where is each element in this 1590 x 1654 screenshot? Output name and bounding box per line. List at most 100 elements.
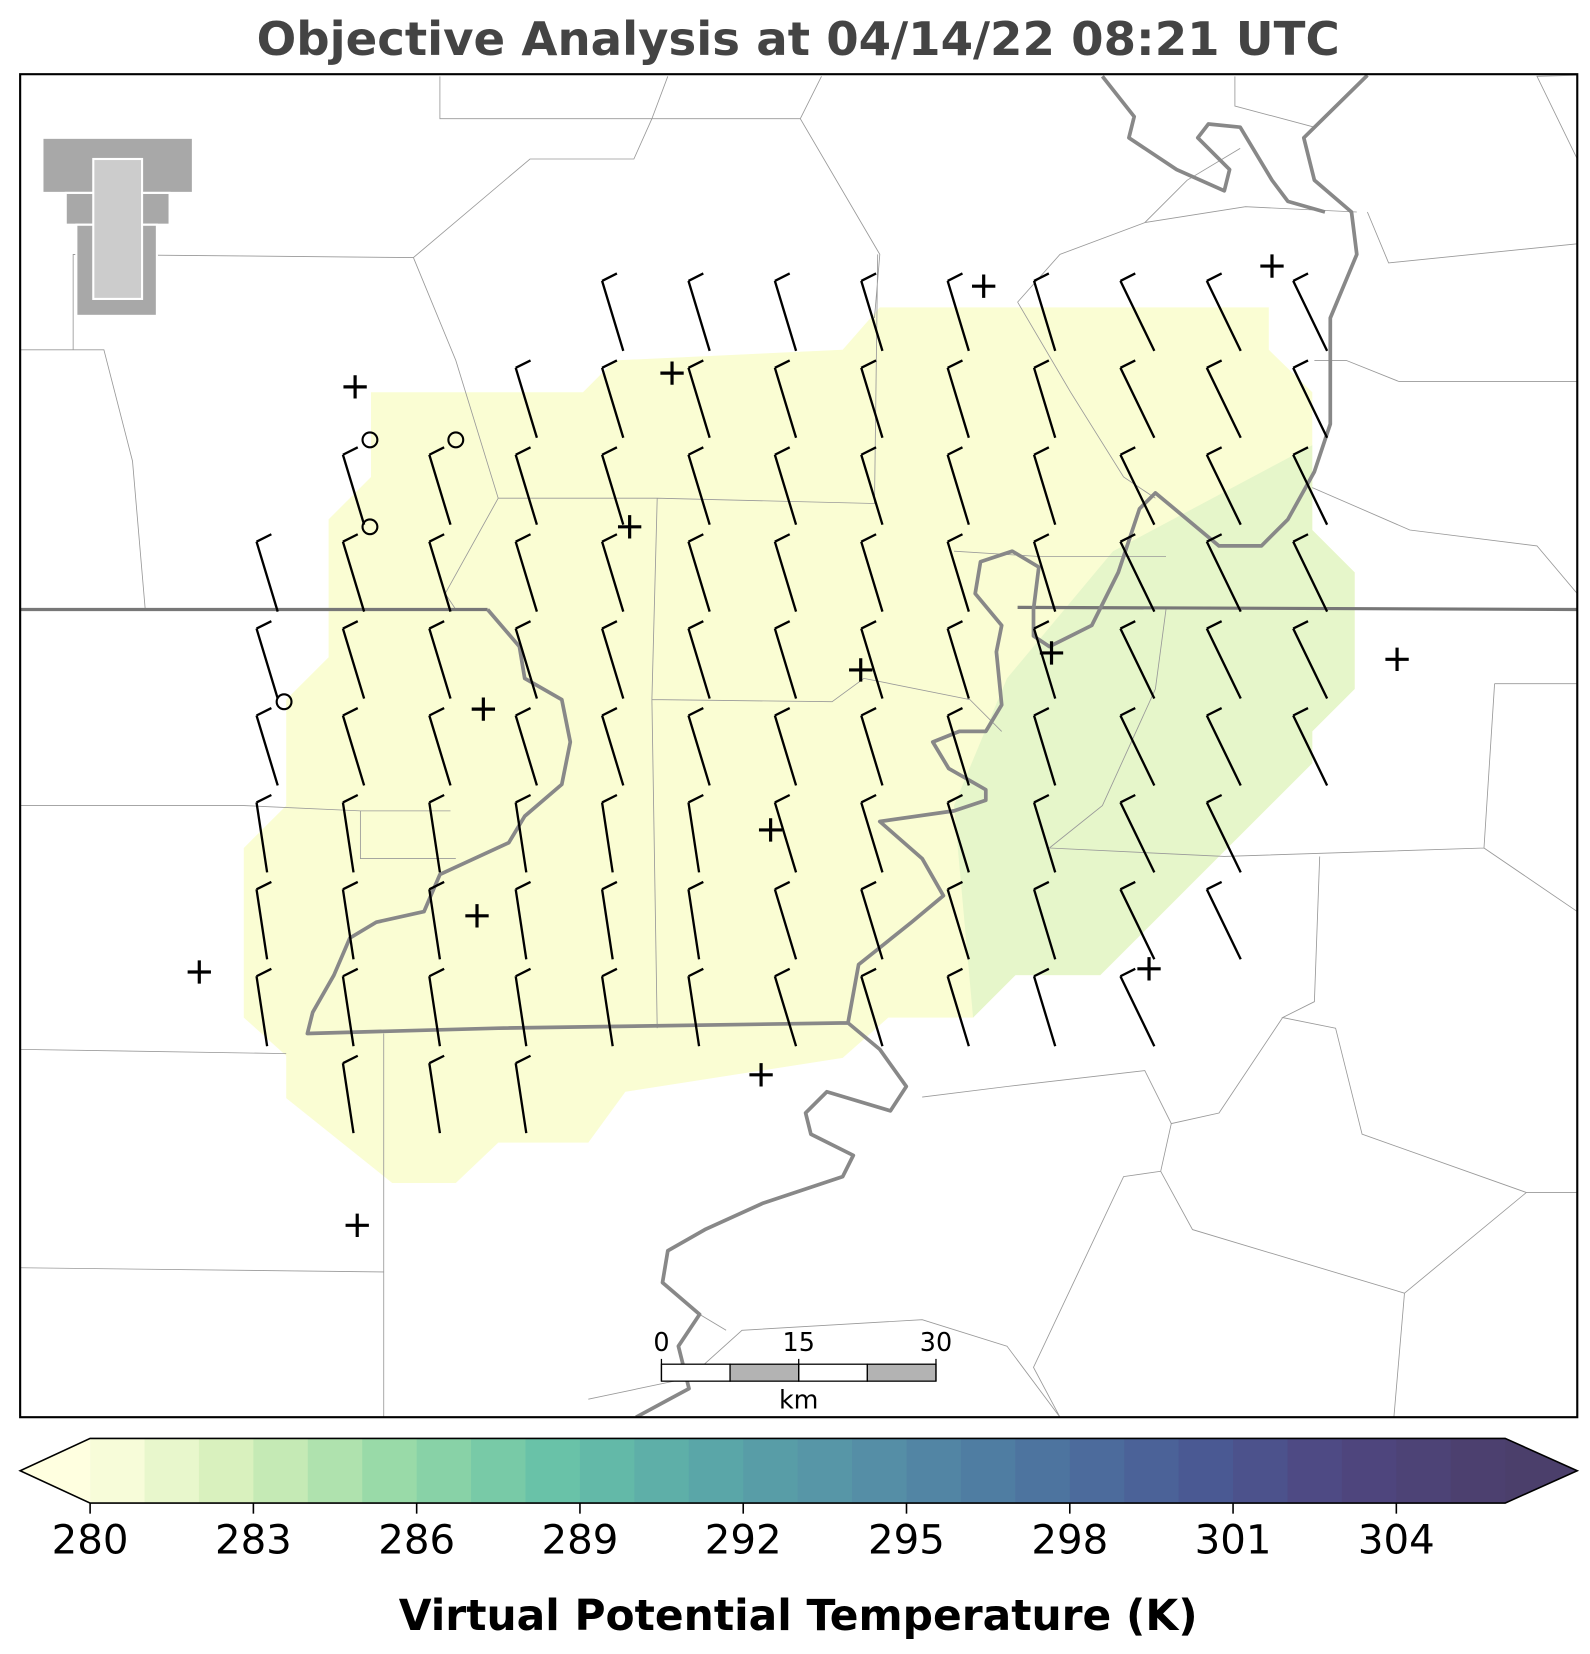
- station: [1260, 254, 1284, 278]
- wind-barb: [860, 272, 884, 352]
- colorbar-level: [90, 1438, 146, 1504]
- colorbar-level: [1450, 1438, 1506, 1504]
- wind-barb: [428, 880, 445, 960]
- wind-barb: [341, 533, 366, 612]
- wind-barb: [946, 620, 970, 699]
- wind-barb: [1205, 793, 1242, 873]
- station-missing: [447, 431, 465, 449]
- wind-barb: [428, 620, 452, 699]
- wind-barb: [1292, 533, 1329, 613]
- wind-barb: [341, 1054, 359, 1134]
- station: [471, 697, 496, 721]
- wind-barb: [687, 533, 711, 612]
- wind-barb: [341, 620, 366, 699]
- wind-barb: [1032, 533, 1057, 612]
- colorbar-level: [1287, 1438, 1343, 1504]
- station: [343, 375, 367, 399]
- wind-barb: [255, 533, 279, 612]
- wind-barb: [860, 793, 884, 873]
- wind-barb: [514, 446, 539, 526]
- wind-barb: [600, 967, 618, 1047]
- wind-barb: [773, 620, 798, 699]
- wind-barb: [514, 620, 539, 699]
- map-frame: [19, 73, 1579, 1419]
- colorbar-level: [416, 1438, 472, 1504]
- counties: [20, 74, 1578, 1418]
- title: Objective Analysis at 04/14/22 08:21 UTC: [257, 12, 1340, 66]
- colorbar-level: [906, 1438, 962, 1504]
- wind-barb: [687, 967, 704, 1047]
- wind-barb: [514, 967, 532, 1047]
- wind-barb: [255, 620, 279, 699]
- wind-barb: [1119, 359, 1156, 439]
- wind-barbs: [255, 272, 1329, 1134]
- wind-barb: [341, 707, 366, 786]
- colorbar-tick-label: 301: [1195, 1517, 1272, 1563]
- colorbar-level: [1341, 1438, 1397, 1504]
- wind-barb: [255, 967, 272, 1047]
- wind-barb: [1032, 793, 1057, 873]
- colorbar-level: [1015, 1438, 1071, 1504]
- wind-barb: [687, 707, 711, 786]
- wind-barb: [600, 620, 625, 699]
- station: [617, 515, 642, 539]
- ttu-logo: [41, 136, 194, 317]
- wind-barb: [428, 967, 445, 1047]
- wind-barb: [1119, 272, 1156, 352]
- wind-barb: [773, 880, 798, 960]
- wind-barb: [1205, 620, 1242, 700]
- wind-barb: [514, 707, 539, 786]
- stations: [187, 254, 1409, 1238]
- wind-barb: [946, 880, 970, 960]
- wind-barb: [428, 533, 452, 612]
- wind-barb: [1292, 707, 1329, 786]
- colorbar-level: [1124, 1438, 1180, 1504]
- wind-barb: [1032, 707, 1057, 786]
- wind-barb: [1119, 967, 1156, 1047]
- scale-segment: [798, 1363, 868, 1382]
- map: [19, 73, 1579, 1419]
- colorbar-outline: [18, 1437, 1580, 1504]
- colorbar-level: [743, 1438, 799, 1504]
- wind-barb: [1032, 446, 1057, 526]
- wind-barb: [1032, 272, 1057, 352]
- river: [305, 74, 1369, 1418]
- wind-barb: [1205, 359, 1242, 439]
- analysis-field-warm: [953, 445, 1355, 1018]
- wind-barb: [428, 1054, 445, 1134]
- colorbar-tick-label: 304: [1358, 1517, 1435, 1563]
- colorbar-tick-label: 286: [378, 1517, 455, 1563]
- wind-barb: [687, 272, 711, 352]
- station: [749, 1063, 773, 1087]
- scale-segment: [729, 1363, 800, 1382]
- colorbar-level: [1396, 1438, 1452, 1504]
- wind-barb: [860, 880, 884, 960]
- wind-barb: [946, 446, 970, 526]
- wind-barb: [428, 707, 452, 786]
- wind-barb: [687, 880, 704, 960]
- scale-unit: km: [779, 1384, 819, 1414]
- scale-segment: [660, 1363, 731, 1382]
- wind-barb: [1032, 620, 1057, 699]
- wind-barb: [946, 272, 970, 352]
- station: [465, 904, 489, 928]
- wind-barb: [687, 793, 704, 873]
- station: [1385, 647, 1409, 671]
- station: [972, 274, 996, 298]
- colorbar-level: [307, 1438, 363, 1504]
- wind-barb: [600, 533, 625, 612]
- wind-barb: [1119, 793, 1156, 873]
- wind-barb: [255, 793, 272, 873]
- station: [187, 960, 211, 984]
- wind-barb: [773, 793, 798, 873]
- wind-barb: [1119, 446, 1156, 526]
- station-missing: [361, 518, 379, 536]
- wind-barb: [514, 793, 532, 873]
- wind-barb: [860, 707, 884, 786]
- wind-barb: [514, 359, 539, 439]
- colorbar-extend-low: [20, 1438, 91, 1504]
- scale-label: 0: [653, 1327, 669, 1357]
- wind-barb: [860, 533, 884, 612]
